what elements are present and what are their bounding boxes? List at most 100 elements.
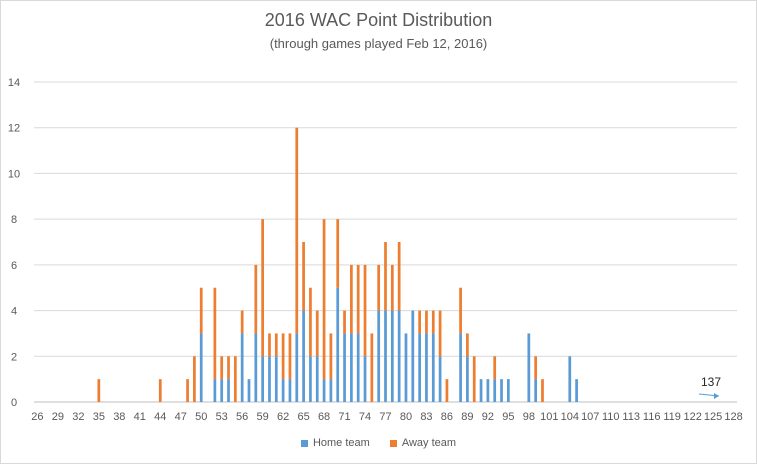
bar-away-53 [220, 356, 224, 380]
bar-home-70 [336, 287, 340, 402]
bar-home-69 [329, 379, 333, 402]
x-tick-label: 113 [622, 411, 640, 423]
y-tick-label: 4 [11, 306, 17, 318]
x-tick-label: 71 [338, 411, 350, 423]
x-axis-tick-labels: 26 29 32 35 38 41 44 47 50 53 56 59 62 65 68 71 74 77 80 83… [31, 411, 742, 423]
bar-home-88 [459, 333, 462, 402]
legend-item-away: Away team [389, 437, 457, 449]
x-tick-label: 80 [400, 411, 412, 423]
legend-label-away: Away team [401, 437, 457, 449]
series-home [199, 287, 578, 402]
y-tick-label: 6 [11, 260, 17, 272]
bar-home-57 [247, 379, 251, 402]
x-tick-label: 56 [236, 411, 248, 423]
bar-away-65 [302, 242, 305, 311]
bar-home-76 [377, 310, 381, 402]
x-tick-label: 38 [113, 411, 125, 423]
x-tick-label: 98 [523, 411, 535, 423]
bar-away-71 [343, 310, 346, 334]
bar-home-77 [384, 310, 387, 402]
annotation-label: 137 [701, 375, 721, 389]
x-tick-label: 59 [257, 411, 269, 423]
bar-away-86 [445, 379, 449, 402]
x-tick-label: 74 [359, 411, 371, 423]
bar-away-99 [534, 356, 538, 380]
bar-away-100 [541, 379, 544, 402]
bar-home-56 [240, 333, 244, 402]
x-tick-label: 122 [683, 411, 701, 423]
x-tick-label: 26 [31, 411, 43, 423]
bar-away-63 [288, 333, 292, 380]
bar-home-94 [500, 379, 503, 402]
x-tick-label: 116 [643, 411, 661, 423]
bar-away-88 [459, 287, 462, 334]
bar-home-82 [418, 333, 421, 402]
x-tick-label: 119 [663, 411, 681, 423]
bar-home-50 [199, 333, 203, 402]
bar-home-63 [288, 379, 292, 402]
bar-away-48 [186, 379, 189, 402]
bar-away-73 [356, 264, 360, 334]
bar-away-68 [322, 219, 326, 380]
x-tick-label: 128 [724, 411, 742, 423]
bar-home-62 [281, 379, 285, 402]
legend: Home team Away team [0, 437, 757, 449]
bar-away-78 [390, 264, 394, 311]
bar-home-68 [322, 379, 326, 402]
x-tick-label: 47 [175, 411, 187, 423]
bar-away-74 [363, 264, 367, 357]
x-tick-label: 104 [561, 411, 579, 423]
bar-home-66 [309, 356, 312, 402]
bar-series [97, 127, 578, 402]
bar-home-84 [431, 333, 435, 402]
bar-home-60 [268, 356, 271, 402]
bar-home-99 [534, 379, 538, 402]
bar-home-91 [479, 379, 483, 402]
y-tick-label: 2 [11, 351, 17, 363]
y-tick-label: 0 [11, 397, 17, 409]
bar-away-49 [193, 356, 196, 402]
bar-home-58 [254, 333, 258, 402]
x-tick-label: 53 [216, 411, 228, 423]
chart-subtitle: (through games played Feb 12, 2016) [269, 36, 488, 51]
bar-home-74 [363, 356, 367, 402]
bar-away-52 [213, 287, 217, 380]
bar-away-69 [329, 333, 333, 380]
bar-away-77 [384, 242, 387, 311]
y-tick-label: 12 [8, 123, 20, 135]
bar-away-58 [254, 264, 258, 334]
bar-home-85 [438, 356, 442, 402]
bar-home-89 [466, 356, 469, 402]
x-tick-label: 101 [540, 411, 558, 423]
bar-away-79 [397, 242, 401, 311]
y-axis-tick-labels: 0 2 4 6 8 10 12 14 [8, 77, 20, 409]
bar-home-61 [274, 356, 278, 402]
bar-home-64 [295, 333, 299, 402]
x-tick-label: 35 [93, 411, 105, 423]
x-tick-label: 77 [379, 411, 391, 423]
x-tick-label: 89 [461, 411, 473, 423]
x-tick-label: 44 [154, 411, 166, 423]
x-tick-label: 83 [420, 411, 432, 423]
bar-away-55 [233, 356, 237, 402]
bar-home-53 [220, 379, 224, 402]
bar-away-70 [336, 219, 340, 288]
bar-home-71 [343, 333, 346, 402]
legend-swatch-away [389, 439, 397, 447]
bar-away-35 [97, 379, 101, 402]
x-tick-label: 65 [297, 411, 309, 423]
x-tick-label: 50 [195, 411, 207, 423]
bar-away-64 [295, 127, 299, 334]
bar-home-59 [261, 356, 265, 402]
x-tick-label: 86 [441, 411, 453, 423]
bar-away-75 [370, 333, 374, 402]
bar-away-93 [493, 356, 497, 380]
bar-away-84 [431, 310, 435, 334]
bar-home-104 [568, 356, 572, 402]
legend-label-home: Home team [312, 437, 370, 449]
bar-home-98 [527, 333, 531, 402]
x-tick-label: 92 [482, 411, 494, 423]
bar-home-80 [404, 333, 408, 402]
bar-away-59 [261, 219, 265, 357]
bar-home-79 [397, 310, 401, 402]
